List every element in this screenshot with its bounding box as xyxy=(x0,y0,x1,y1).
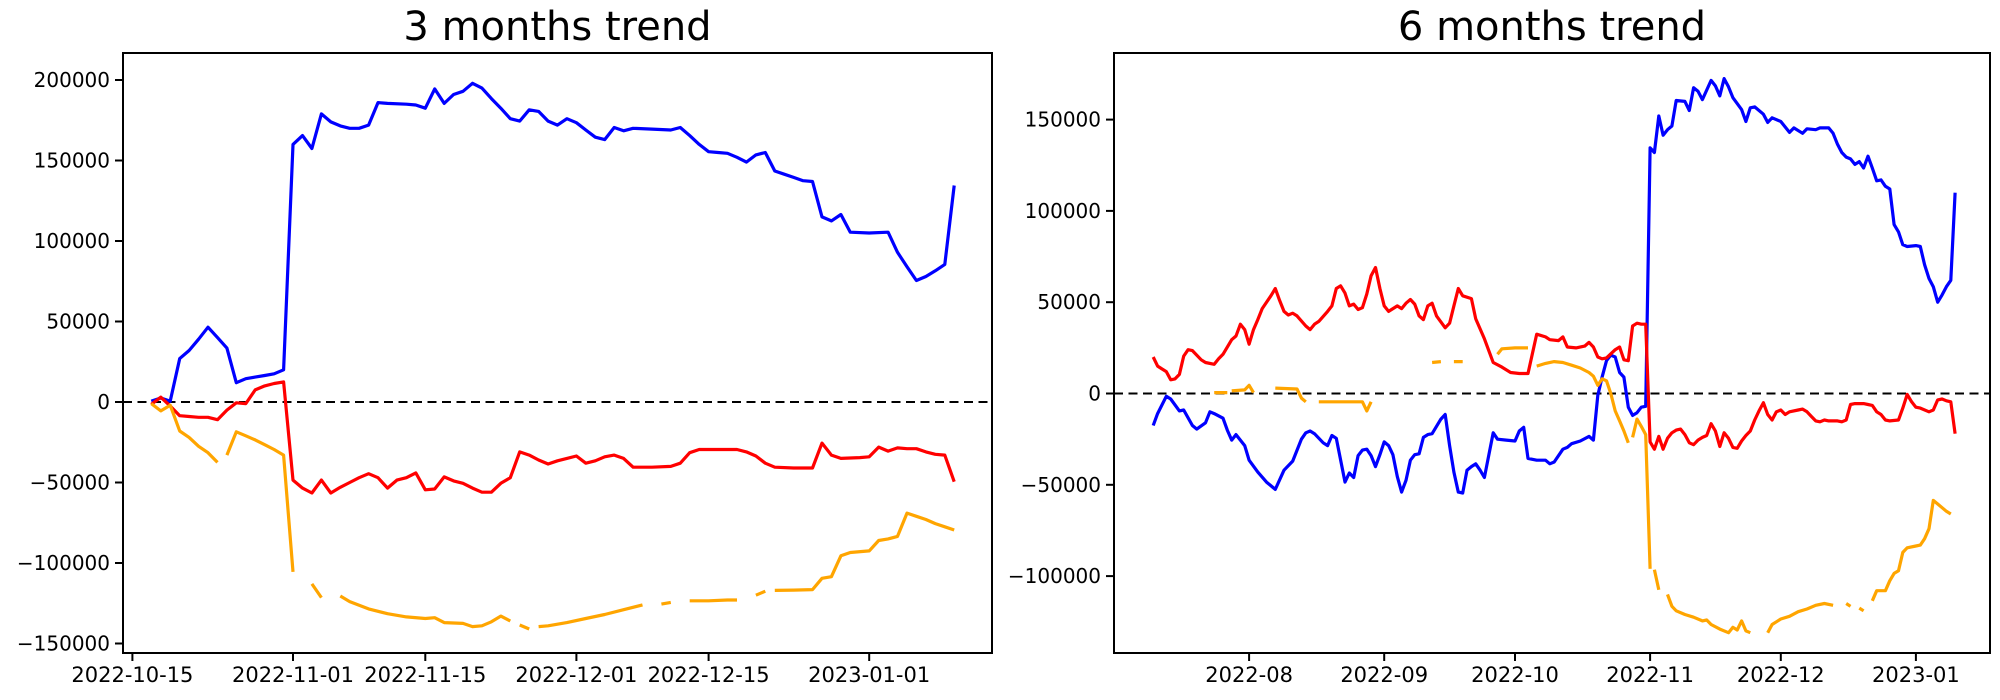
x-tick-label: 2022-12-01 xyxy=(515,663,637,687)
chart-title-6-months: 6 months trend xyxy=(1397,4,1707,50)
y-axis: 200000 150000 100000 50000 0 −50000 −100000 −15… xyxy=(17,68,123,656)
y-tick-label: 150000 xyxy=(1025,108,1101,132)
x-tick-label: 2022-11-15 xyxy=(364,663,486,687)
series-orange xyxy=(150,402,955,631)
series-red xyxy=(1151,265,1957,451)
series-blue xyxy=(1151,77,1957,495)
x-tick-label: 2022-12-15 xyxy=(648,663,770,687)
x-axis: 2022-08 2022-09 2022-10 2022-11 2022-12 2023-… xyxy=(1205,653,1960,687)
x-tick-label: 2022-11-01 xyxy=(232,663,354,687)
y-tick-label: −150000 xyxy=(17,632,110,656)
series-blue xyxy=(150,81,956,403)
series-orange xyxy=(1214,346,1952,635)
y-tick-label: 200000 xyxy=(34,68,110,92)
y-tick-label: 50000 xyxy=(1037,290,1101,314)
x-tick-label: 2022-12 xyxy=(1737,663,1825,687)
plot-frame xyxy=(122,52,993,654)
x-tick-label: 2022-08 xyxy=(1205,663,1293,687)
y-tick-label: 100000 xyxy=(1025,199,1101,223)
y-tick-label: −50000 xyxy=(30,471,110,495)
x-tick-label: 2022-10 xyxy=(1471,663,1559,687)
y-tick-label: −50000 xyxy=(1021,473,1101,497)
y-tick-label: −100000 xyxy=(1008,564,1101,588)
y-tick-label: 100000 xyxy=(34,229,110,253)
x-tick-label: 2023-01 xyxy=(1872,663,1960,687)
x-axis: 2022-10-15 2022-11-01 2022-11-15 2022-12-01… xyxy=(71,653,930,687)
chart-3-months: 2022-10-15 2022-11-01 2022-11-15 2022-12-01… xyxy=(17,52,993,687)
series-red xyxy=(150,380,956,495)
y-tick-label: 0 xyxy=(1088,382,1101,406)
chart-6-months: 2022-08 2022-09 2022-10 2022-11 2022-12 2023-… xyxy=(1008,52,1991,687)
y-tick-label: 150000 xyxy=(34,149,110,173)
x-tick-label: 2022-11 xyxy=(1606,663,1694,687)
y-tick-label: 0 xyxy=(97,390,110,414)
x-tick-label: 2022-10-15 xyxy=(71,663,193,687)
y-tick-label: −100000 xyxy=(17,551,110,575)
chart-title-3-months: 3 months trend xyxy=(403,4,712,50)
x-tick-label: 2023-01-01 xyxy=(808,663,930,687)
y-tick-label: 50000 xyxy=(46,310,110,334)
plot-frame xyxy=(1113,52,1991,654)
x-tick-label: 2022-09 xyxy=(1340,663,1428,687)
y-axis: 150000 100000 50000 0 −50000 −100000 xyxy=(1008,108,1114,588)
